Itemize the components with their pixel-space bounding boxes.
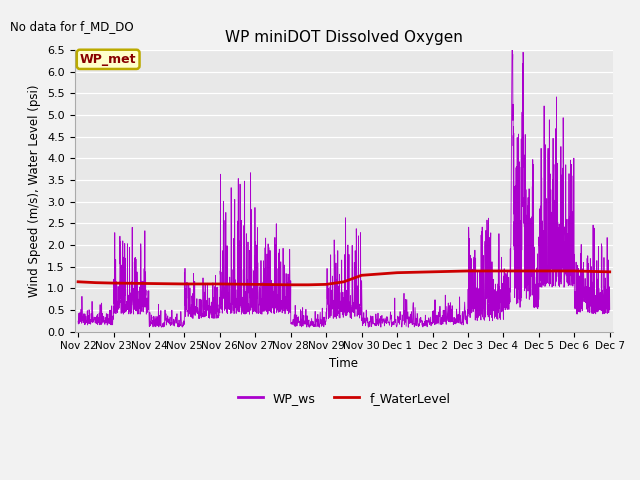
- X-axis label: Time: Time: [330, 357, 358, 370]
- Legend: WP_ws, f_WaterLevel: WP_ws, f_WaterLevel: [232, 387, 455, 410]
- Text: WP_met: WP_met: [80, 53, 136, 66]
- Text: No data for f_MD_DO: No data for f_MD_DO: [10, 20, 134, 33]
- Y-axis label: Wind Speed (m/s), Water Level (psi): Wind Speed (m/s), Water Level (psi): [29, 84, 42, 297]
- Title: WP miniDOT Dissolved Oxygen: WP miniDOT Dissolved Oxygen: [225, 30, 463, 45]
